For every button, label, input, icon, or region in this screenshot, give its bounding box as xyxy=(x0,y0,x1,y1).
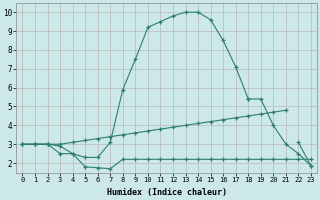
X-axis label: Humidex (Indice chaleur): Humidex (Indice chaleur) xyxy=(107,188,227,197)
